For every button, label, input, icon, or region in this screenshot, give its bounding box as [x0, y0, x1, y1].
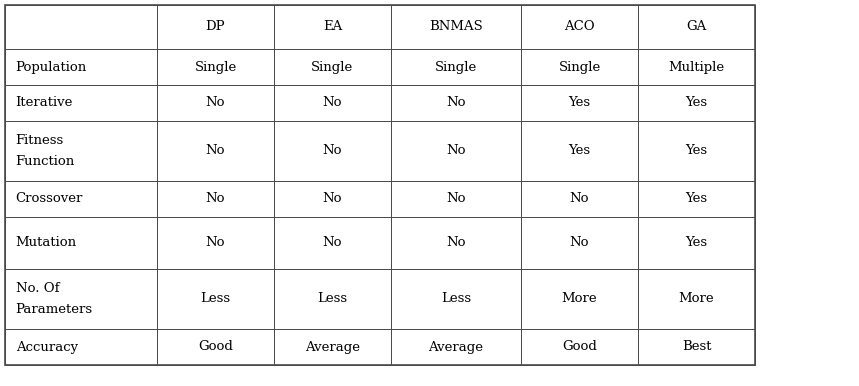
- Bar: [521, 85, 638, 121]
- Text: Less: Less: [441, 293, 471, 305]
- Bar: [391, 5, 521, 49]
- Bar: [274, 181, 391, 217]
- Text: EA: EA: [323, 20, 342, 34]
- Text: No: No: [323, 144, 342, 157]
- Text: Less: Less: [318, 293, 348, 305]
- Text: Average: Average: [305, 340, 360, 354]
- Text: Function: Function: [15, 155, 75, 168]
- Bar: [638, 269, 755, 329]
- Text: No: No: [206, 144, 225, 157]
- Text: Single: Single: [435, 61, 477, 73]
- Text: Iterative: Iterative: [15, 96, 73, 110]
- Text: No: No: [206, 237, 225, 249]
- Bar: [5, 5, 755, 365]
- Bar: [638, 181, 755, 217]
- Text: ACO: ACO: [564, 20, 594, 34]
- Bar: [5, 49, 157, 85]
- Bar: [391, 181, 521, 217]
- Bar: [5, 5, 157, 49]
- Text: Yes: Yes: [569, 96, 591, 110]
- Bar: [391, 85, 521, 121]
- Bar: [521, 181, 638, 217]
- Bar: [157, 5, 274, 49]
- Text: DP: DP: [205, 20, 225, 34]
- Text: More: More: [562, 293, 597, 305]
- Bar: [391, 329, 521, 365]
- Bar: [638, 85, 755, 121]
- Bar: [157, 269, 274, 329]
- Text: Parameters: Parameters: [15, 303, 93, 316]
- Text: Less: Less: [200, 293, 230, 305]
- Bar: [638, 49, 755, 85]
- Bar: [638, 329, 755, 365]
- Text: Average: Average: [429, 340, 484, 354]
- Bar: [274, 85, 391, 121]
- Text: Yes: Yes: [685, 96, 708, 110]
- Bar: [274, 5, 391, 49]
- Text: No: No: [570, 237, 589, 249]
- Text: Fitness: Fitness: [15, 134, 64, 147]
- Text: Single: Single: [311, 61, 354, 73]
- Bar: [157, 181, 274, 217]
- Text: Crossover: Crossover: [15, 193, 83, 205]
- Bar: [638, 5, 755, 49]
- Bar: [521, 269, 638, 329]
- Text: Mutation: Mutation: [15, 237, 76, 249]
- Bar: [521, 5, 638, 49]
- Text: GA: GA: [686, 20, 707, 34]
- Bar: [5, 181, 157, 217]
- Bar: [157, 329, 274, 365]
- Text: Multiple: Multiple: [668, 61, 724, 73]
- Bar: [391, 217, 521, 269]
- Text: No: No: [446, 96, 466, 110]
- Text: No: No: [206, 193, 225, 205]
- Bar: [391, 121, 521, 181]
- Bar: [5, 217, 157, 269]
- Text: Single: Single: [558, 61, 600, 73]
- Bar: [157, 121, 274, 181]
- Bar: [391, 49, 521, 85]
- Bar: [5, 85, 157, 121]
- Bar: [274, 329, 391, 365]
- Bar: [638, 121, 755, 181]
- Text: No: No: [446, 144, 466, 157]
- Text: Yes: Yes: [685, 144, 708, 157]
- Text: No: No: [323, 193, 342, 205]
- Bar: [157, 49, 274, 85]
- Bar: [274, 269, 391, 329]
- Text: Yes: Yes: [685, 237, 708, 249]
- Text: Yes: Yes: [569, 144, 591, 157]
- Text: No: No: [323, 96, 342, 110]
- Text: No: No: [323, 237, 342, 249]
- Text: Good: Good: [198, 340, 233, 354]
- Bar: [274, 121, 391, 181]
- Text: Yes: Yes: [685, 193, 708, 205]
- Text: No: No: [206, 96, 225, 110]
- Bar: [5, 121, 157, 181]
- Text: Best: Best: [682, 340, 711, 354]
- Bar: [521, 329, 638, 365]
- Text: No: No: [446, 193, 466, 205]
- Text: More: More: [679, 293, 715, 305]
- Bar: [274, 217, 391, 269]
- Text: BNMAS: BNMAS: [430, 20, 483, 34]
- Text: Accuracy: Accuracy: [15, 340, 78, 354]
- Bar: [274, 49, 391, 85]
- Text: No: No: [446, 237, 466, 249]
- Bar: [391, 269, 521, 329]
- Bar: [157, 217, 274, 269]
- Text: Good: Good: [562, 340, 597, 354]
- Bar: [5, 329, 157, 365]
- Text: No: No: [570, 193, 589, 205]
- Bar: [157, 85, 274, 121]
- Bar: [5, 269, 157, 329]
- Text: No. Of: No. Of: [15, 282, 59, 295]
- Bar: [638, 217, 755, 269]
- Bar: [521, 217, 638, 269]
- Bar: [521, 49, 638, 85]
- Text: Single: Single: [194, 61, 236, 73]
- Text: Population: Population: [15, 61, 87, 73]
- Bar: [521, 121, 638, 181]
